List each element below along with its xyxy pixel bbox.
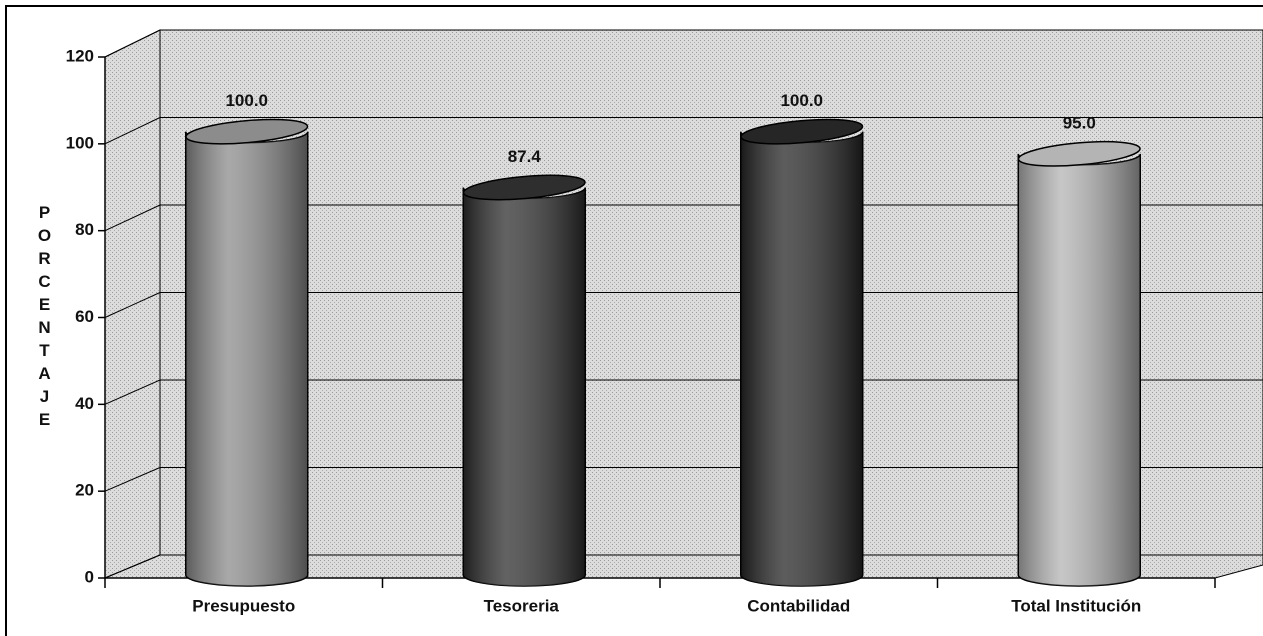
y-tick-label: 40 xyxy=(75,394,94,413)
bar-shade xyxy=(1018,153,1141,587)
x-tick-label: Presupuesto xyxy=(192,596,295,615)
frame xyxy=(5,5,1263,636)
y-tick-label: 60 xyxy=(75,307,94,326)
grid-line xyxy=(104,29,161,58)
bar-shade xyxy=(740,131,863,586)
y-tick-label: 80 xyxy=(75,220,94,239)
y-tick-label: 120 xyxy=(66,46,94,65)
y-tick-label: 100 xyxy=(66,133,94,152)
bar-shade xyxy=(185,131,308,586)
bar-top xyxy=(740,118,864,145)
value-label: 95.0 xyxy=(1063,113,1096,132)
grid-line xyxy=(104,117,161,145)
value-label: 100.0 xyxy=(225,91,268,110)
grid-line xyxy=(104,554,161,579)
grid-line xyxy=(104,292,161,318)
value-label: 100.0 xyxy=(780,91,823,110)
bar-top xyxy=(1017,140,1141,167)
bar-shade xyxy=(463,187,586,586)
grid-line xyxy=(104,467,161,492)
y-tick-label: 0 xyxy=(85,567,94,586)
bar-top xyxy=(462,174,586,201)
x-tick-label: Total Institución xyxy=(1011,596,1141,615)
grid-line xyxy=(104,379,161,405)
y-tick-label: 20 xyxy=(75,481,94,500)
x-tick-label: Contabilidad xyxy=(747,596,850,615)
bar-top xyxy=(185,118,309,145)
y-axis-title: PORCENTAJE xyxy=(35,203,54,433)
x-tick-label: Tesoreria xyxy=(484,596,560,615)
side-wall xyxy=(104,29,161,579)
grid-line xyxy=(104,204,161,232)
value-label: 87.4 xyxy=(508,147,542,166)
